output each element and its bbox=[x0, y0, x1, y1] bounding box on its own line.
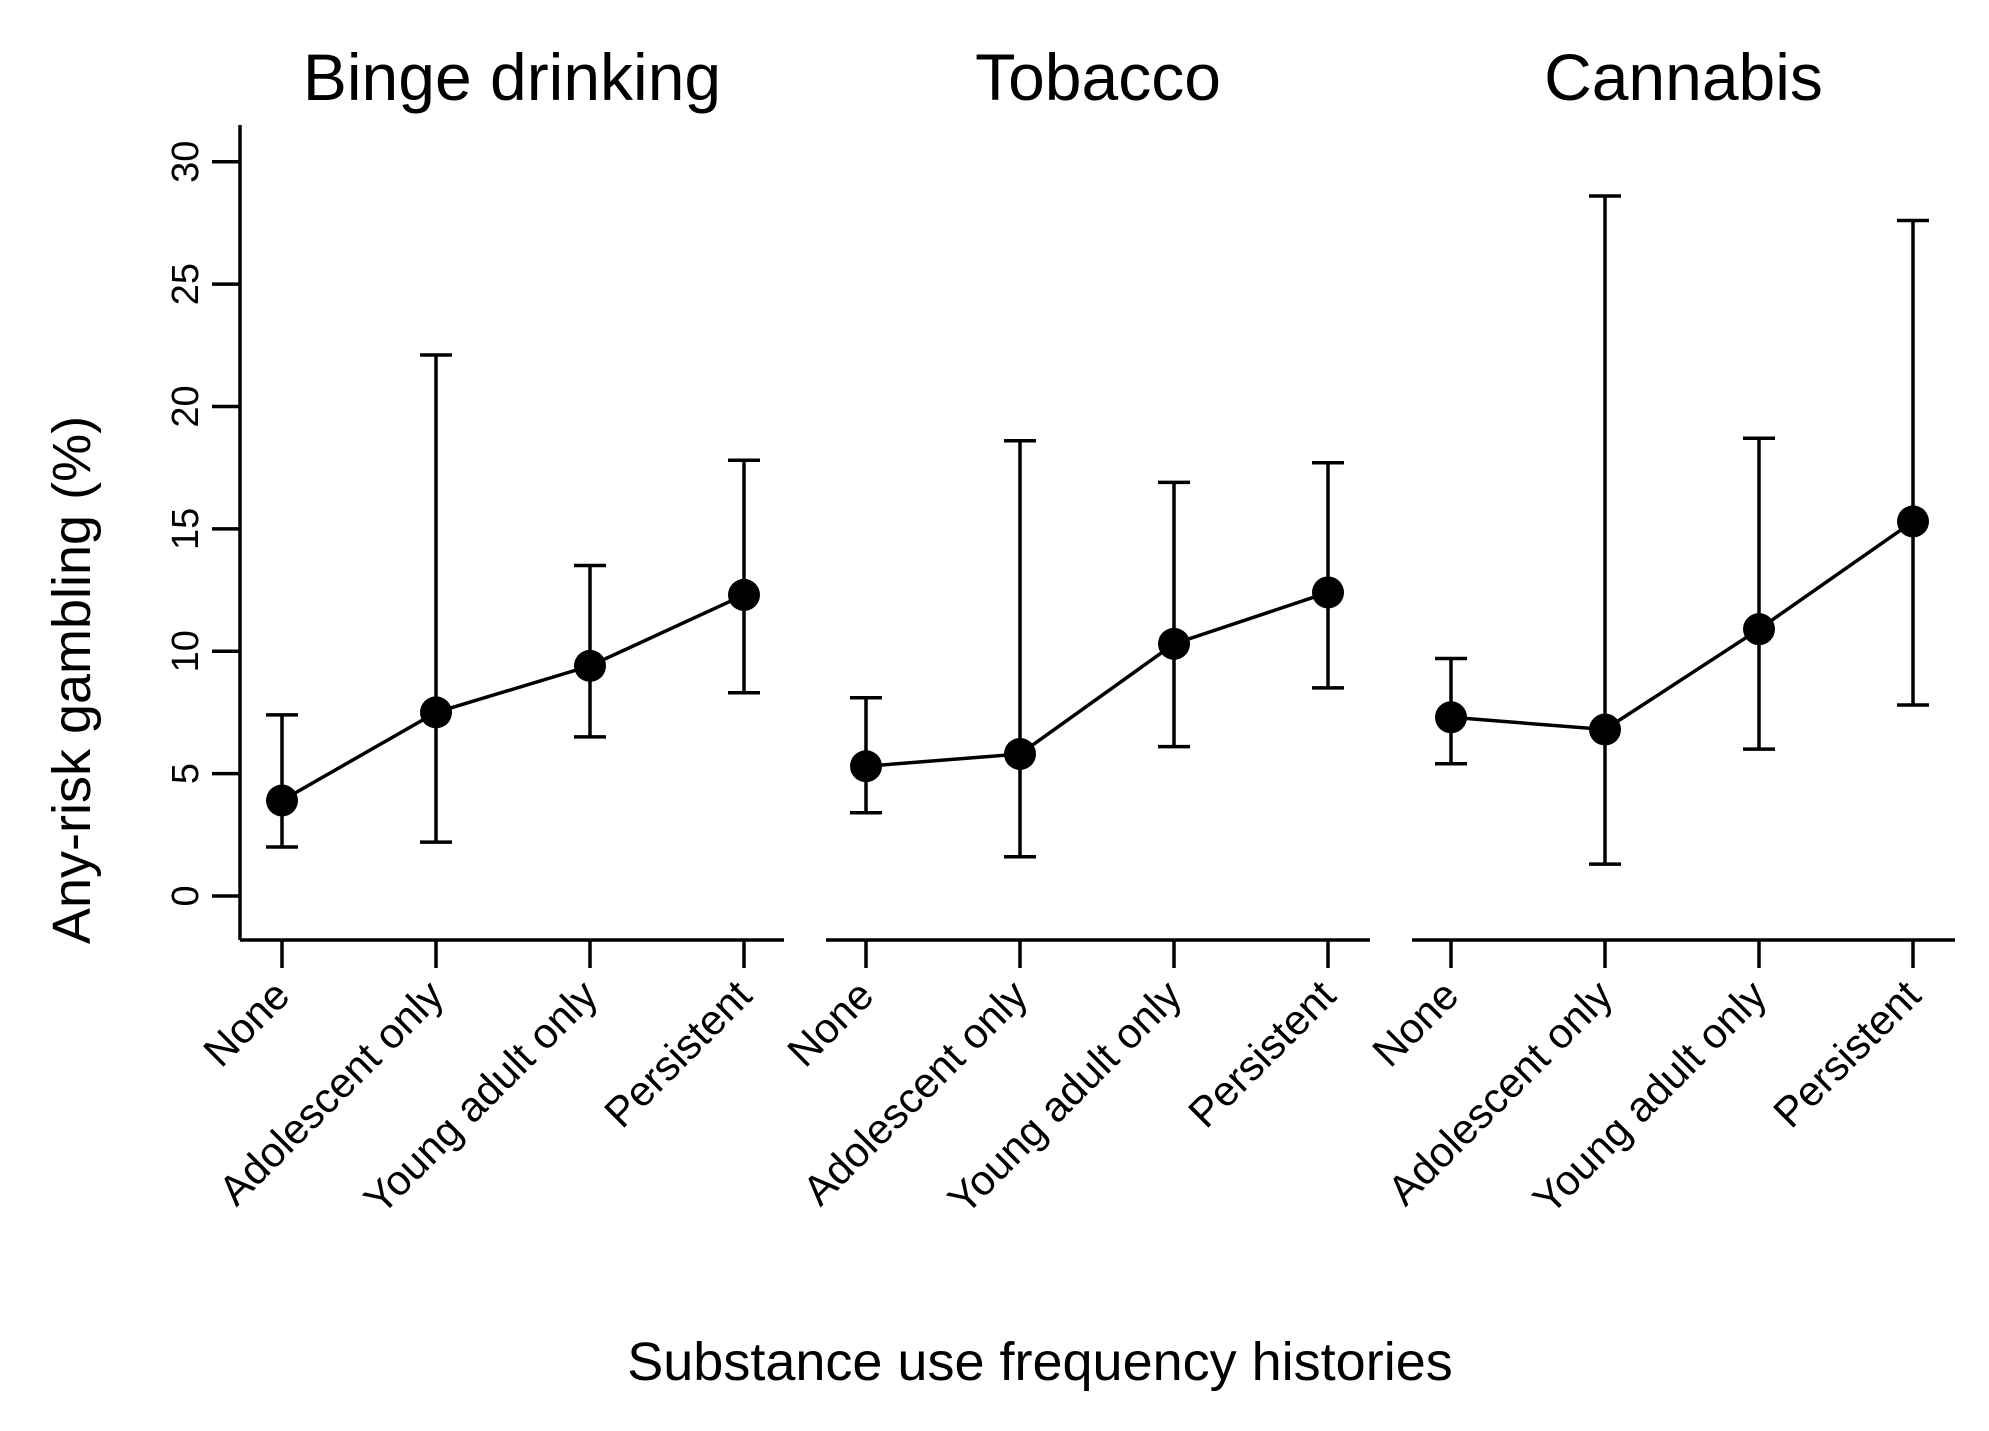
y-tick-label: 15 bbox=[165, 508, 207, 550]
series-line bbox=[865, 590, 1329, 768]
data-point bbox=[1743, 613, 1775, 646]
panel-title: Tobacco bbox=[975, 40, 1221, 114]
data-point bbox=[1435, 701, 1467, 734]
data-point bbox=[1312, 576, 1344, 609]
data-point bbox=[1158, 627, 1190, 660]
data-point bbox=[266, 784, 298, 817]
panel-title: Cannabis bbox=[1544, 40, 1823, 114]
data-point bbox=[1589, 713, 1621, 746]
y-axis: 0 5 10 15 20 25 30 bbox=[165, 125, 242, 940]
data-point bbox=[850, 750, 882, 783]
y-tick-label: 30 bbox=[165, 141, 207, 183]
data-point bbox=[1004, 737, 1036, 770]
y-tick-label: 5 bbox=[165, 763, 207, 784]
y-tick-label: 0 bbox=[165, 885, 207, 906]
data-point bbox=[574, 649, 606, 682]
y-tick-label: 10 bbox=[165, 630, 207, 672]
series-line bbox=[281, 593, 745, 803]
series-line bbox=[1450, 520, 1915, 732]
data-point bbox=[420, 696, 452, 729]
panel-title: Binge drinking bbox=[303, 40, 721, 114]
x-axis-title: Substance use frequency histories bbox=[627, 1332, 1452, 1392]
y-tick-label: 20 bbox=[165, 385, 207, 427]
data-point bbox=[728, 578, 760, 611]
y-tick-label: 25 bbox=[165, 263, 207, 305]
y-axis-title: Any-risk gambling (%) bbox=[42, 416, 102, 944]
data-point bbox=[1897, 505, 1929, 538]
